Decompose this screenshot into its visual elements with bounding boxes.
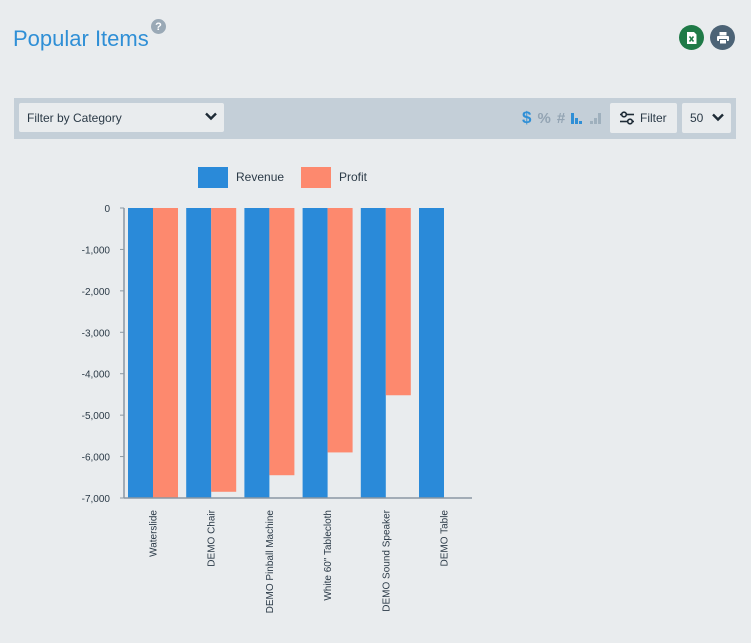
legend-label-profit: Profit [339,170,368,184]
export-excel-button[interactable] [679,25,704,50]
display-mode-group: $ % # [522,107,603,129]
percent-mode-toggle[interactable]: % [537,109,551,127]
sliders-icon [620,111,634,125]
y-tick-label: -6,000 [82,453,111,464]
filter-button[interactable]: Filter [610,103,677,133]
row-limit-value: 50 [690,111,704,125]
chevron-down-icon [712,113,724,122]
print-icon [716,31,729,44]
dollar-mode-toggle[interactable]: $ [522,108,532,127]
page-title: Popular Items [13,26,149,51]
bar-profit [269,208,295,476]
bar-revenue [419,208,444,498]
y-tick-label: -1,000 [82,245,111,256]
y-tick-label: -5,000 [82,411,111,422]
bar-revenue [360,208,386,498]
category-filter-label: Filter by Category [27,111,122,125]
help-icon[interactable]: ? [151,19,166,34]
print-button[interactable] [710,25,735,50]
x-tick-label: DEMO Table [440,510,451,567]
legend-label-revenue: Revenue [236,170,284,184]
filter-label: Filter [640,111,667,125]
bar-revenue [302,208,328,498]
x-tick-label: White 60" Tablecloth [323,510,334,601]
category-filter-select[interactable]: Filter by Category [19,103,224,132]
y-tick-label: -3,000 [82,328,111,339]
row-limit-select[interactable]: 50 [682,103,731,133]
bar-revenue [128,208,153,498]
x-tick-label: DEMO Sound Speaker [381,509,392,611]
chart-toolbar: Filter by Category $ % # Filter 50 [14,98,736,139]
chevron-down-icon [205,112,217,121]
x-tick-label: DEMO Pinball Machine [265,510,276,614]
y-tick-label: -2,000 [82,287,111,298]
y-tick-label: 0 [104,204,110,215]
bar-chart-icon[interactable] [571,112,584,124]
bar-profit [153,208,178,498]
count-mode-toggle[interactable]: # [556,109,566,127]
bar-profit [327,208,353,453]
bar-chart-ascending-icon[interactable] [590,112,603,124]
bar-revenue [186,208,212,498]
x-tick-label: Waterslide [149,510,160,557]
bar-profit [211,208,237,492]
x-tick-label: DEMO Chair [207,509,218,566]
bar-profit [385,208,411,396]
excel-icon [687,31,697,44]
legend-swatch-revenue [198,167,228,188]
y-tick-label: -4,000 [82,370,111,381]
y-tick-label: -7,000 [82,494,111,505]
legend-swatch-profit [301,167,331,188]
bar-revenue [244,208,270,498]
